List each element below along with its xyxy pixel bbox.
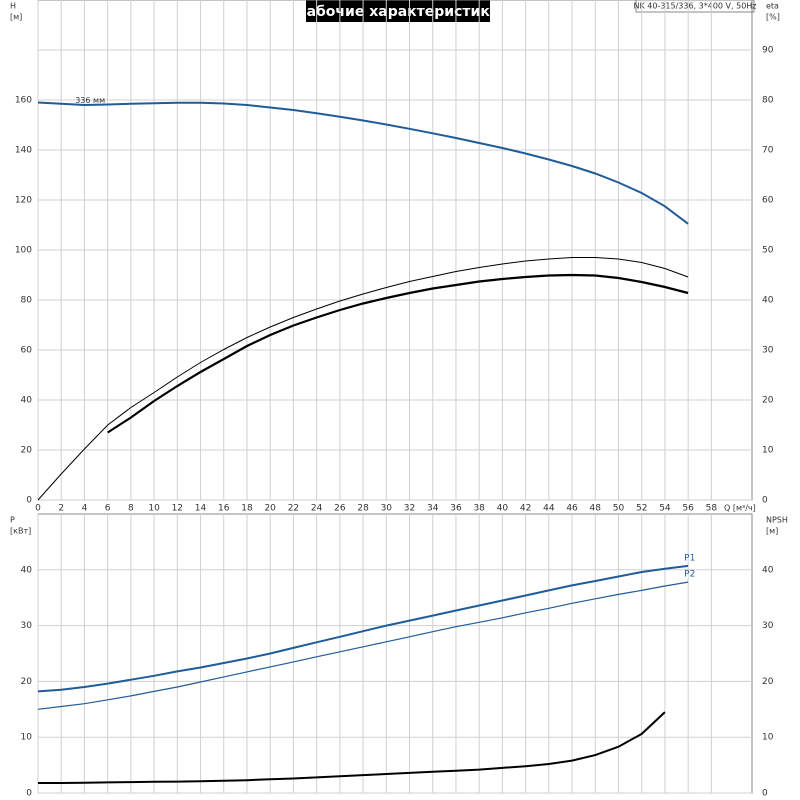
y-tick-label: 80 [21,296,33,306]
y2-tick-label: 20 [762,677,774,687]
x-tick-label: 24 [311,504,323,514]
x-tick-label: 20 [264,504,276,514]
x-tick-label: 30 [381,504,393,514]
y2-tick-label: 10 [762,446,774,456]
y-tick-label: 40 [21,565,33,575]
y2-tick-label: 40 [762,296,774,306]
y-tick-label: 140 [15,146,32,156]
info-text: NK 40-315/336, 3*400 V, 50Hz [633,2,756,11]
y-tick-label: 20 [21,677,33,687]
y-axis-label: P [10,516,15,525]
y2-axis-label: NPSH [766,516,788,525]
plot-frame [37,513,753,794]
x-tick-label: 16 [218,504,230,514]
y-tick-label: 40 [21,396,33,406]
y-tick-label: 20 [21,446,33,456]
y-tick-label: 100 [15,246,32,256]
y2-axis-label: eta [766,2,779,11]
y-tick-label: 120 [15,196,32,206]
x-tick-label: 2 [58,504,64,514]
x-tick-label: 10 [148,504,160,514]
x-tick-label: 14 [195,504,207,514]
y-tick-label: 60 [21,346,33,356]
x-tick-label: 12 [172,504,183,514]
series-line [37,101,689,225]
x-tick-label: 0 [35,504,41,514]
y2-tick-label: 0 [762,496,768,506]
x-tick-label: 44 [543,504,555,514]
x-tick-label: 52 [636,504,647,514]
x-tick-label: 26 [334,504,346,514]
x-tick-label: 40 [497,504,509,514]
series-line [37,581,689,710]
info-box [635,0,755,13]
x-tick-label: 28 [357,504,369,514]
y2-tick-label: 20 [762,396,774,406]
annotation: 336 мм [75,96,105,105]
x-tick-label: 48 [590,504,602,514]
y2-axis-label: [м] [766,527,778,536]
y2-tick-label: 90 [762,46,774,56]
x-tick-label: 42 [520,504,531,514]
y-tick-label: 0 [26,789,32,799]
y2-tick-label: 10 [762,733,774,743]
y2-tick-label: 70 [762,146,774,156]
y-axis-label: [кВт] [10,527,31,536]
y2-tick-label: 40 [762,565,774,575]
series-line [38,711,666,784]
x-tick-label: 4 [82,504,88,514]
x-tick-label: 54 [659,504,671,514]
title-box [306,0,490,22]
series-line [37,257,689,501]
x-tick-label: 32 [404,504,415,514]
x-tick-label: 36 [450,504,462,514]
y2-tick-label: 80 [762,96,774,106]
x-tick-label: 6 [105,504,111,514]
x-tick-label: 8 [128,504,134,514]
series-line [107,273,689,434]
y2-tick-label: 60 [762,196,774,206]
x-tick-label: 46 [566,504,578,514]
x-tick-label: 22 [288,504,299,514]
y2-axis-label: [%] [766,13,780,22]
y-tick-label: 0 [26,496,32,506]
x-tick-label: 56 [682,504,694,514]
x-tick-label: 38 [473,504,485,514]
y-axis-label: [м] [10,13,22,22]
y2-tick-label: 30 [762,346,774,356]
x-tick-label: 34 [427,504,439,514]
y2-tick-label: 0 [762,789,768,799]
x-tick-label: 18 [241,504,253,514]
chart-title: Рабочие характеристики [296,4,499,20]
y2-tick-label: 50 [762,246,774,256]
y-tick-label: 160 [15,96,32,106]
x-tick-label: 50 [613,504,625,514]
y-tick-label: 10 [21,733,33,743]
y-tick-label: 30 [21,621,33,631]
series-label: P1 [684,553,695,563]
series-line [37,564,689,693]
x-tick-label: 58 [706,504,718,514]
y-axis-label: H [10,2,16,11]
y2-tick-label: 30 [762,621,774,631]
series-label: P2 [684,570,695,580]
x-axis-label: Q [м³/ч] [724,504,756,513]
